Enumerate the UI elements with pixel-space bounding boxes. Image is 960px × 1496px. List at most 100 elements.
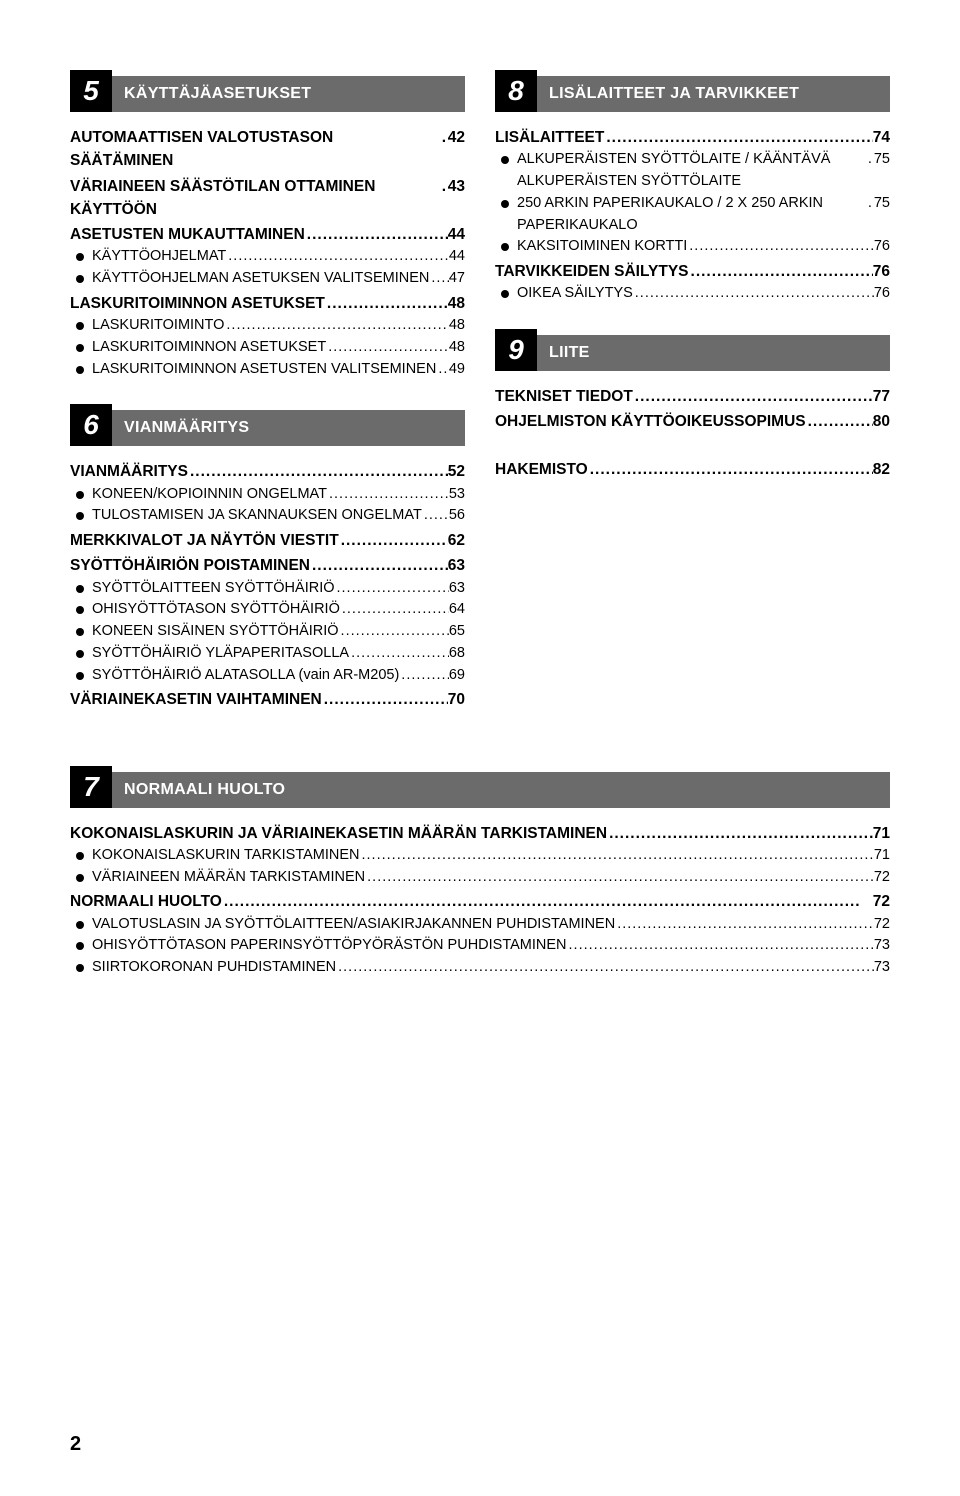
- toc-entry-leader: ........................................…: [226, 246, 449, 268]
- toc-entry-level1[interactable]: VÄRIAINEKASETIN VAIHTAMINEN ............…: [70, 688, 465, 711]
- toc-entry-leader: ........................................…: [615, 914, 874, 936]
- toc-entry-label: ASETUSTEN MUKAUTTAMINEN: [70, 223, 305, 246]
- toc-entry-page: 42: [448, 126, 465, 149]
- toc-entry-page: 76: [873, 260, 890, 283]
- toc-entry-leader: ........................................…: [689, 260, 873, 283]
- toc-entry-label: ALKUPERÄISTEN SYÖTTÖLAITE / KÄÄNTÄVÄ ALK…: [517, 149, 866, 193]
- toc-entry-level2[interactable]: KOKONAISLASKURIN TARKISTAMINEN .........…: [70, 845, 890, 867]
- toc-entry-level2[interactable]: KÄYTTÖOHJELMAN ASETUKSEN VALITSEMINEN ..…: [70, 268, 465, 290]
- toc-entry-level2[interactable]: VÄRIAINEEN MÄÄRÄN TARKISTAMINEN ........…: [70, 867, 890, 889]
- toc-entry-leader: ........................................…: [633, 283, 874, 305]
- toc-entry-page: 44: [448, 223, 465, 246]
- toc-entry-level1[interactable]: KOKONAISLASKURIN JA VÄRIAINEKASETIN MÄÄR…: [70, 822, 890, 845]
- toc-entry-label: OHISYÖTTÖTASON SYÖTTÖHÄIRIÖ: [92, 599, 340, 621]
- toc-entry-page: 70: [448, 688, 465, 711]
- toc-entry-level1[interactable]: ASETUSTEN MUKAUTTAMINEN ................…: [70, 223, 465, 246]
- toc-entry-page: 75: [874, 193, 890, 215]
- toc-entry-leader: ........................................…: [687, 236, 874, 258]
- toc-entry-leader: ........................................…: [440, 126, 448, 149]
- toc-entry-level1[interactable]: SYÖTTÖHÄIRIÖN POISTAMINEN ..............…: [70, 554, 465, 577]
- toc-entry-level2[interactable]: OHISYÖTTÖTASON SYÖTTÖHÄIRIÖ ............…: [70, 599, 465, 621]
- toc-entry-label: KOKONAISLASKURIN TARKISTAMINEN: [92, 845, 360, 867]
- toc-entry-label: LASKURITOIMINNON ASETUKSET: [92, 337, 326, 359]
- toc-entry-leader: ........................................…: [440, 175, 448, 198]
- toc-entry-page: 43: [448, 175, 465, 198]
- toc-entry-level2[interactable]: KONEEN SISÄINEN SYÖTTÖHÄIRIÖ ...........…: [70, 621, 465, 643]
- toc-entry-level1[interactable]: TEKNISET TIEDOT ........................…: [495, 385, 890, 408]
- toc-entry-level2[interactable]: SIIRTOKORONAN PUHDISTAMINEN ............…: [70, 957, 890, 979]
- toc-entry-level1[interactable]: AUTOMAATTISEN VALOTUSTASON SÄÄTÄMINEN ..…: [70, 126, 465, 173]
- toc-entry-level2[interactable]: OHISYÖTTÖTASON PAPERINSYÖTTÖPYÖRÄSTÖN PU…: [70, 935, 890, 957]
- page-number: 2: [70, 1433, 81, 1456]
- toc-entry-label: KONEEN/KOPIOINNIN ONGELMAT: [92, 484, 327, 506]
- toc-entry-level1[interactable]: NORMAALI HUOLTO ........................…: [70, 890, 890, 913]
- toc-entry-leader: ........................................…: [588, 458, 873, 481]
- section-title: NORMAALI HUOLTO: [112, 772, 890, 808]
- toc-entry-level2[interactable]: LASKURITOIMINNON ASETUSTEN VALITSEMINEN …: [70, 359, 465, 381]
- toc-entry-label: VIANMÄÄRITYS: [70, 460, 188, 483]
- toc-entry-level2[interactable]: KÄYTTÖOHJELMAT .........................…: [70, 246, 465, 268]
- toc-entry-level1[interactable]: LASKURITOIMINNON ASETUKSET .............…: [70, 292, 465, 315]
- section-number: 7: [70, 766, 112, 808]
- toc-entry-level2[interactable]: 250 ARKIN PAPERIKAUKALO / 2 X 250 ARKIN …: [495, 193, 890, 237]
- right-column: 8LISÄLAITTEET JA TARVIKKEETLISÄLAITTEET …: [495, 60, 890, 736]
- toc-entry-leader: ........................................…: [422, 505, 449, 527]
- toc-entry-level2[interactable]: OIKEA SÄILYTYS .........................…: [495, 283, 890, 305]
- toc-entry-leader: ........................................…: [340, 599, 449, 621]
- toc-entry-label: MERKKIVALOT JA NÄYTÖN VIESTIT: [70, 529, 339, 552]
- toc-section: 8LISÄLAITTEET JA TARVIKKEETLISÄLAITTEET …: [495, 70, 890, 305]
- toc-entry-page: 47: [449, 268, 465, 290]
- toc-entry-leader: ........................................…: [326, 337, 449, 359]
- toc-entry-page: 71: [874, 845, 890, 867]
- toc-entry-leader: ........................................…: [310, 554, 448, 577]
- toc-entry-label: VÄRIAINEEN MÄÄRÄN TARKISTAMINEN: [92, 867, 365, 889]
- toc-entry-leader: ........................................…: [633, 385, 873, 408]
- toc-entry-level1[interactable]: MERKKIVALOT JA NÄYTÖN VIESTIT ..........…: [70, 529, 465, 552]
- toc-entry-label: TARVIKKEIDEN SÄILYTYS: [495, 260, 689, 283]
- toc-entry-level2[interactable]: KONEEN/KOPIOINNIN ONGELMAT .............…: [70, 484, 465, 506]
- toc-entry-leader: ........................................…: [806, 410, 873, 433]
- toc-entry-level2[interactable]: TULOSTAMISEN JA SKANNAUKSEN ONGELMAT ...…: [70, 505, 465, 527]
- toc-section: 9LIITE TEKNISET TIEDOT ..................…: [495, 329, 890, 481]
- toc-entry-page: 56: [449, 505, 465, 527]
- toc-section: 5KÄYTTÄJÄASETUKSETAUTOMAATTISEN VALOTUST…: [70, 70, 465, 380]
- toc-entry-level2[interactable]: LASKURITOIMINTO ........................…: [70, 315, 465, 337]
- toc-entry-leader: ........................................…: [429, 268, 449, 290]
- toc-entry-label: VÄRIAINEEN SÄÄSTÖTILAN OTTAMINEN KÄYTTÖÖ…: [70, 175, 440, 222]
- toc-entry-level1[interactable]: LISÄLAITTEET ...........................…: [495, 126, 890, 149]
- toc-entry-level2[interactable]: SYÖTTÖHÄIRIÖ ALATASOLLA (vain AR-M205) .…: [70, 665, 465, 687]
- toc-entry-page: 76: [874, 236, 890, 258]
- toc-entry-level2[interactable]: VALOTUSLASIN JA SYÖTTÖLAITTEEN/ASIAKIRJA…: [70, 914, 890, 936]
- toc-entry-leader: ........................................…: [567, 935, 874, 957]
- toc-entry-label: TEKNISET TIEDOT: [495, 385, 633, 408]
- toc-entry-level1[interactable]: HAKEMISTO ..............................…: [495, 458, 890, 481]
- toc-entry-page: 49: [449, 359, 465, 381]
- toc-entry-label: LASKURITOIMINNON ASETUSTEN VALITSEMINEN: [92, 359, 436, 381]
- toc-entry-leader: ........................................…: [436, 359, 449, 381]
- section-header: 9LIITE: [495, 329, 890, 371]
- toc-entry-page: 69: [449, 665, 465, 687]
- toc-entry-page: 53: [449, 484, 465, 506]
- toc-entry-label: LASKURITOIMINTO: [92, 315, 224, 337]
- toc-entry-label: SIIRTOKORONAN PUHDISTAMINEN: [92, 957, 336, 979]
- toc-entry-leader: ........................................…: [360, 845, 874, 867]
- toc-entry-label: SYÖTTÖHÄIRIÖ YLÄPAPERITASOLLA: [92, 643, 349, 665]
- section-title: KÄYTTÄJÄASETUKSET: [112, 76, 465, 112]
- toc-entry-page: 73: [874, 935, 890, 957]
- toc-entry-level2[interactable]: KAKSITOIMINEN KORTTI ...................…: [495, 236, 890, 258]
- toc-entry-level1[interactable]: TARVIKKEIDEN SÄILYTYS ..................…: [495, 260, 890, 283]
- toc-entry-level2[interactable]: ALKUPERÄISTEN SYÖTTÖLAITE / KÄÄNTÄVÄ ALK…: [495, 149, 890, 193]
- toc-entry-level2[interactable]: SYÖTTÖLAITTEEN SYÖTTÖHÄIRIÖ ............…: [70, 578, 465, 600]
- toc-entry-level2[interactable]: LASKURITOIMINNON ASETUKSET .............…: [70, 337, 465, 359]
- toc-entry-label: KONEEN SISÄINEN SYÖTTÖHÄIRIÖ: [92, 621, 339, 643]
- toc-entry-leader: ........................................…: [188, 460, 448, 483]
- toc-entry-level2[interactable]: SYÖTTÖHÄIRIÖ YLÄPAPERITASOLLA ..........…: [70, 643, 465, 665]
- toc-entry-level1[interactable]: VIANMÄÄRITYS ...........................…: [70, 460, 465, 483]
- toc-entry-level1[interactable]: OHJELMISTON KÄYTTÖOIKEUSSOPIMUS ........…: [495, 410, 890, 433]
- toc-entry-page: 82: [873, 458, 890, 481]
- toc-entry-level1[interactable]: VÄRIAINEEN SÄÄSTÖTILAN OTTAMINEN KÄYTTÖÖ…: [70, 175, 465, 222]
- section-title: VIANMÄÄRITYS: [112, 410, 465, 446]
- toc-entry-page: 68: [449, 643, 465, 665]
- toc-entry-label: KÄYTTÖOHJELMAT: [92, 246, 226, 268]
- toc-entry-page: 74: [873, 126, 890, 149]
